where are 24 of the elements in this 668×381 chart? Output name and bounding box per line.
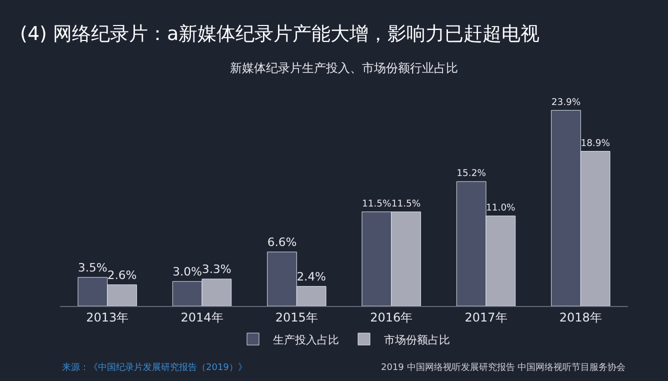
x-tick-label: 2017年 <box>464 310 508 324</box>
data-label: 11.5% <box>362 198 392 210</box>
chart-title: (4) 网络纪录片：a新媒体纪录片产能大增，影响力已赶超电视 <box>20 22 540 45</box>
data-label: 11.0% <box>486 202 516 214</box>
x-tick-label: 2018年 <box>559 310 602 324</box>
data-label: 3.3% <box>202 262 232 276</box>
data-label: 3.5% <box>78 260 108 274</box>
data-label: 23.9% <box>551 96 581 108</box>
x-tick-label: 2014年 <box>180 310 224 324</box>
text: 2019 中国网络视听发展研究报告 中国网络视听节目服务协会 <box>381 362 626 373</box>
source-note: 来源：《中国纪录片发展研究报告（2019）》 <box>62 362 247 373</box>
data-label: 2.6% <box>107 268 137 282</box>
x-tick-label: 2016年 <box>370 310 413 324</box>
data-label: 3.0% <box>172 264 202 279</box>
x-tick-label: 2013年 <box>86 310 129 324</box>
data-label: 18.9% <box>580 138 610 149</box>
data-label: 15.2% <box>456 168 486 180</box>
legend-label: 市场份额占比 <box>384 333 450 346</box>
x-tick-label: 2015年 <box>275 310 318 324</box>
legend-label: 生产投入占比 <box>273 333 339 346</box>
data-label: 2.4% <box>296 269 326 284</box>
data-label: 6.6% <box>267 235 297 250</box>
chart-subtitle: 新媒体纪录片生产投入、市场份额行业占比 <box>230 61 458 75</box>
data-label: 11.5% <box>391 198 421 210</box>
